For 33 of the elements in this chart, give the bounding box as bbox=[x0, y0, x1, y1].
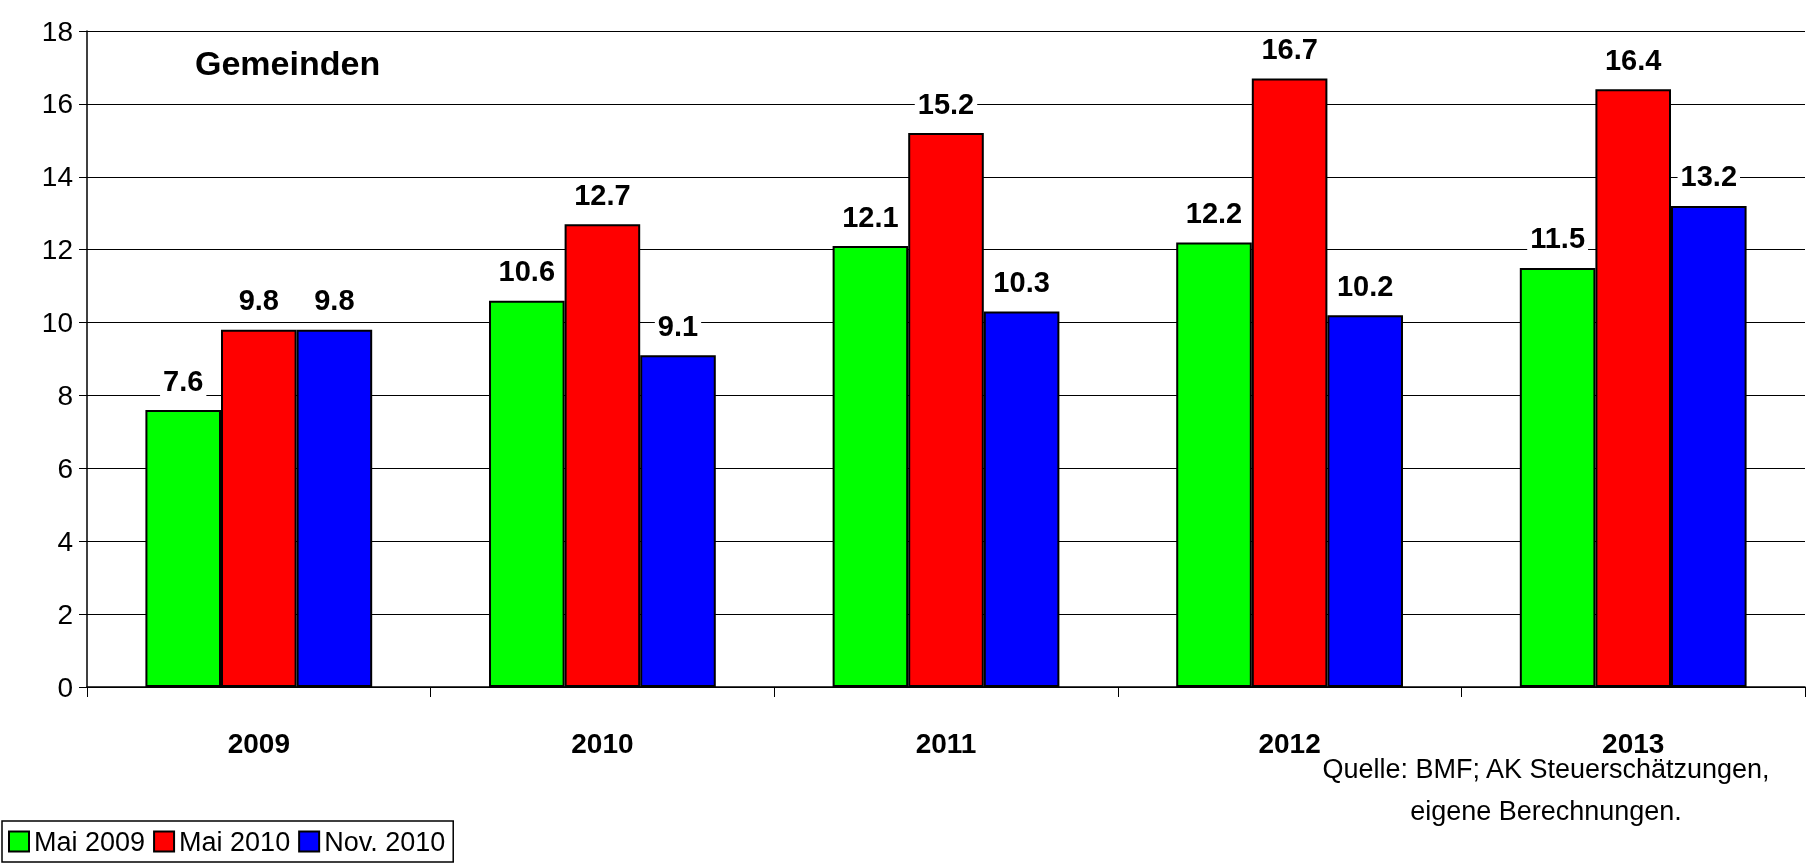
x-tick-label: 2012 bbox=[1258, 727, 1321, 759]
y-tick-label: 14 bbox=[41, 161, 73, 193]
data-label: 10.3 bbox=[993, 266, 1050, 299]
y-tick-label: 8 bbox=[57, 379, 73, 411]
x-tick-label: 2009 bbox=[227, 727, 290, 759]
y-tick-label: 4 bbox=[57, 525, 73, 557]
y-tick-label: 0 bbox=[57, 671, 73, 703]
data-label: 9.1 bbox=[657, 309, 699, 342]
data-label: 12.2 bbox=[1185, 196, 1243, 229]
data-label: 15.2 bbox=[917, 87, 975, 120]
data-label: 9.8 bbox=[238, 284, 279, 317]
x-tick-label: 2010 bbox=[571, 727, 634, 759]
data-label: 7.6 bbox=[163, 364, 204, 397]
x-tick-label: 2011 bbox=[915, 727, 977, 759]
data-label: 10.2 bbox=[1336, 269, 1394, 302]
legend-label: Mai 2010 bbox=[179, 826, 291, 857]
data-label: 12.7 bbox=[574, 178, 631, 211]
y-tick-label: 10 bbox=[41, 307, 73, 339]
legend-label: Mai 2009 bbox=[34, 826, 146, 857]
data-label: 16.7 bbox=[1261, 32, 1318, 65]
data-label: 16.4 bbox=[1604, 43, 1662, 76]
y-tick-label: 6 bbox=[57, 452, 73, 484]
data-label: 9.8 bbox=[314, 284, 355, 317]
legend-label: Nov. 2010 bbox=[324, 826, 446, 857]
y-tick-label: 18 bbox=[41, 15, 73, 47]
data-label: 10.6 bbox=[498, 255, 556, 288]
y-tick-label: 12 bbox=[41, 234, 73, 266]
y-tick-label: 16 bbox=[41, 88, 73, 120]
y-tick-label: 2 bbox=[57, 598, 73, 630]
data-label: 12.1 bbox=[842, 200, 899, 233]
chart-title: Gemeinden bbox=[195, 44, 381, 82]
data-label: 13.2 bbox=[1680, 160, 1738, 193]
data-label: 11.5 bbox=[1530, 222, 1586, 255]
